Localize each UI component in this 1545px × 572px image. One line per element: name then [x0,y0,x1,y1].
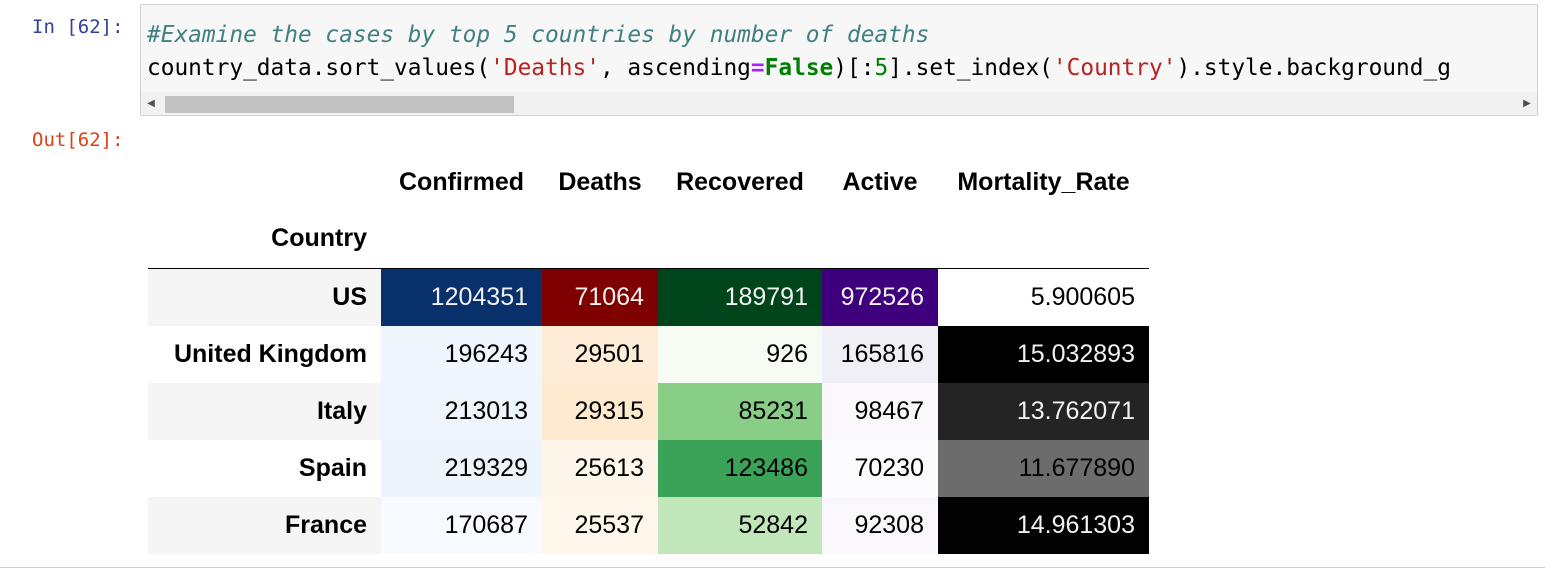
cell-confirmed: 196243 [381,325,542,383]
code-string: 'Deaths' [490,55,600,81]
scrollbar-thumb[interactable] [165,96,514,113]
empty-header-cell [658,209,822,269]
table-row: US 1204351 71064 189791 972526 5.900605 [148,268,1149,326]
cell-active: 98467 [822,382,938,440]
input-prompt: In [62]: [32,16,124,38]
row-label: US [332,282,367,311]
index-name: Country [271,224,367,252]
code-comment: #Examine the cases by top 5 countries by… [147,22,930,48]
code-token: , ascending [599,55,751,81]
cell-active: 70230 [822,439,938,497]
cell-mortality-rate: 14.961303 [938,496,1149,554]
code-operator: = [750,55,765,81]
code-token: country_data.sort_values( [147,55,491,81]
cell-recovered: 52842 [658,496,822,554]
column-header-confirmed: Confirmed [399,167,524,196]
cell-active: 972526 [822,268,938,326]
cell-recovered: 189791 [658,268,822,326]
cell-active: 165816 [822,325,938,383]
cell-mortality-rate: 11.677890 [938,439,1149,497]
header-corner [148,155,381,209]
code-number: 5 [874,55,889,81]
table-row: Spain 219329 25613 123486 70230 11.67789… [148,439,1149,497]
cell-deaths: 71064 [542,268,658,326]
code-line-2: country_data.sort_values('Deaths', ascen… [147,55,1451,81]
cell-confirmed: 219329 [381,439,542,497]
cell-active: 92308 [822,496,938,554]
scroll-right-arrow-icon[interactable]: ▶ [1523,98,1531,109]
column-header-deaths: Deaths [558,167,642,196]
table-row: Italy 213013 29315 85231 98467 13.762071 [148,382,1149,440]
output-prompt: Out[62]: [32,129,124,151]
empty-header-cell [938,209,1149,269]
cell-recovered: 926 [658,325,822,383]
row-label: Spain [298,453,367,482]
code-editor[interactable]: #Examine the cases by top 5 countries by… [147,19,1451,85]
column-header-row: Confirmed Deaths Recovered Active Mortal… [148,155,1149,209]
cell-mortality-rate: 5.900605 [938,268,1149,326]
dataframe-table: Confirmed Deaths Recovered Active Mortal… [148,155,1149,554]
empty-header-cell [822,209,938,269]
row-label: France [285,510,367,539]
cell-bottom-border [0,567,1545,568]
code-keyword: False [764,55,834,81]
cell-deaths: 29501 [542,325,658,383]
code-token: ].set_index( [888,55,1053,81]
scroll-left-arrow-icon[interactable]: ◀ [147,98,155,109]
code-string: 'Country' [1052,55,1177,81]
cell-recovered: 123486 [658,439,822,497]
index-name-row: Country [148,209,1149,269]
column-header-mortality-rate: Mortality_Rate [957,167,1130,196]
cell-confirmed: 170687 [381,496,542,554]
code-token: ).style.background_g [1176,55,1451,81]
row-label: United Kingdom [173,339,367,368]
cell-deaths: 25537 [542,496,658,554]
row-label: Italy [316,396,367,425]
cell-mortality-rate: 15.032893 [938,325,1149,383]
cell-mortality-rate: 13.762071 [938,382,1149,440]
table-row: United Kingdom 196243 29501 926 165816 1… [148,325,1149,383]
cell-confirmed: 213013 [381,382,542,440]
table-row: France 170687 25537 52842 92308 14.96130… [148,496,1149,554]
cell-deaths: 25613 [542,439,658,497]
cell-deaths: 29315 [542,382,658,440]
column-header-active: Active [842,167,918,196]
cell-confirmed: 1204351 [381,268,542,326]
code-token: )[: [833,55,875,81]
cell-recovered: 85231 [658,382,822,440]
empty-header-cell [542,209,658,269]
empty-header-cell [381,209,542,269]
column-header-recovered: Recovered [676,167,804,196]
code-input-area[interactable]: #Examine the cases by top 5 countries by… [140,4,1538,116]
horizontal-scrollbar[interactable]: ◀ ▶ [141,92,1537,115]
